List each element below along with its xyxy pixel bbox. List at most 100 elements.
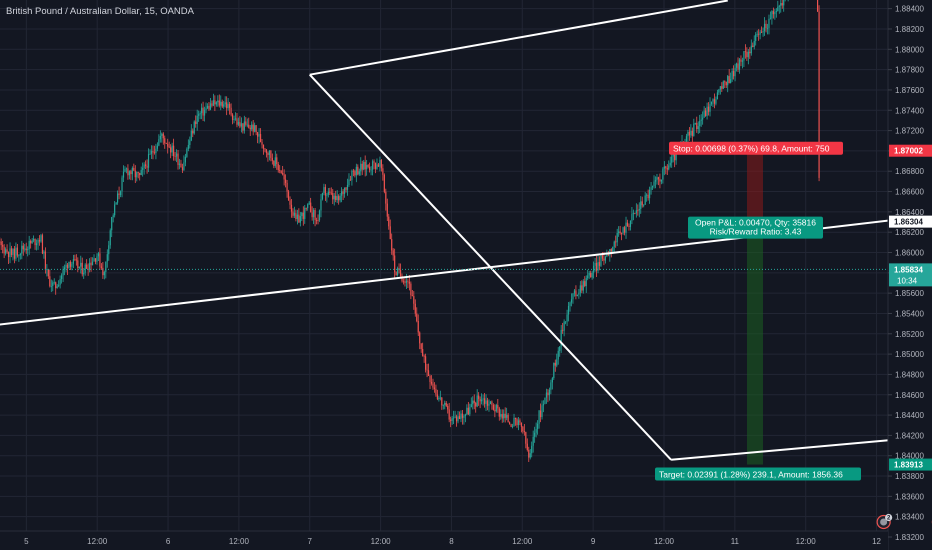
candle-body <box>385 191 387 204</box>
trendline[interactable] <box>0 204 932 330</box>
candle-body <box>159 135 161 140</box>
candle-body <box>618 231 620 233</box>
candle-body <box>112 215 114 217</box>
candle-body <box>818 11 820 178</box>
candle-body <box>379 160 381 167</box>
candle-body <box>16 247 18 256</box>
candle-body <box>441 397 443 406</box>
candle-body <box>416 313 418 322</box>
candle-body <box>41 235 44 254</box>
candle-body <box>582 281 584 291</box>
candle-body <box>183 162 185 171</box>
candle-body <box>567 306 570 315</box>
candle-body <box>423 355 425 357</box>
price-tick-label: 1.85200 <box>895 330 924 339</box>
candle-body <box>383 174 385 192</box>
candle-body <box>55 282 57 289</box>
candle-body <box>139 172 141 176</box>
candle-body <box>394 255 396 273</box>
candle-body <box>559 346 561 351</box>
candle-body <box>436 394 438 400</box>
candle-body <box>317 220 319 221</box>
candle-body <box>283 174 285 180</box>
candle-body <box>610 249 612 252</box>
price-tick-label: 1.83800 <box>895 472 924 481</box>
candle-body <box>455 416 458 422</box>
event-marker[interactable]: 2 <box>876 513 893 530</box>
candle-body <box>106 254 108 262</box>
candle-body <box>445 402 447 406</box>
candle-body <box>149 153 151 155</box>
candle-body <box>486 400 489 406</box>
event-markers[interactable]: 213 <box>876 513 932 530</box>
candle-body <box>433 387 436 389</box>
candle-body <box>685 136 688 142</box>
candle-body <box>218 100 220 106</box>
trendlines[interactable] <box>0 0 932 461</box>
chart-title: British Pound / Australian Dollar, 15, O… <box>6 6 195 17</box>
candle-body <box>147 154 150 168</box>
time-axis-background[interactable] <box>0 531 888 550</box>
candle-body <box>707 106 710 112</box>
candle-body <box>205 108 207 110</box>
target-label[interactable]: Target: 0.02391 (1.28%) 239.1, Amount: 1… <box>655 467 861 481</box>
price-tick-label: 1.84200 <box>895 431 924 440</box>
candle-body <box>734 67 736 77</box>
candle-body <box>254 125 256 132</box>
candle-body <box>246 124 248 126</box>
stop-zone <box>747 150 763 222</box>
open-pnl-label[interactable]: Open P&L: 0.00470, Qty: 35816 Risk/Rewar… <box>688 216 823 239</box>
candle-body <box>544 397 546 405</box>
candle-body <box>140 169 142 176</box>
candle-body <box>435 388 437 395</box>
candle-body <box>96 256 98 262</box>
candle-body <box>458 416 461 419</box>
trendline[interactable] <box>670 427 932 461</box>
candle-body <box>145 164 147 166</box>
candle-body <box>91 261 94 266</box>
candle-body <box>277 164 279 171</box>
candle-body <box>513 417 515 427</box>
candle-body <box>730 79 732 84</box>
candle-body <box>626 222 629 226</box>
time-axis[interactable]: 512:00612:00712:00812:00912:001112:00121… <box>24 537 932 546</box>
trendline[interactable] <box>309 0 728 76</box>
candle-body <box>473 400 475 403</box>
stop-label[interactable]: Stop: 0.00698 (0.37%) 69.8, Amount: 750 <box>669 141 843 155</box>
candle-body <box>100 266 102 268</box>
time-tick-label: 12:00 <box>371 537 392 546</box>
candle-body <box>640 201 642 209</box>
candle-body <box>357 166 359 175</box>
target-price-tag-text: 1.83913 <box>894 461 923 470</box>
candle-body <box>706 106 708 116</box>
candle-body <box>752 45 754 47</box>
candle-body <box>450 419 452 421</box>
candle-body <box>591 272 593 278</box>
candle-body <box>7 252 10 258</box>
candle-body <box>89 262 91 270</box>
candle-body <box>323 187 325 194</box>
candle-body <box>171 145 173 153</box>
candle-body <box>395 272 397 276</box>
trendline[interactable] <box>309 74 672 461</box>
candle-body <box>342 191 344 194</box>
candle-body <box>425 356 427 370</box>
candle-body <box>3 246 5 254</box>
candle-body <box>476 395 478 407</box>
candle-body <box>735 63 738 68</box>
candle-body <box>13 248 16 259</box>
candle-body <box>345 187 347 190</box>
candle-body <box>245 121 247 125</box>
position-labels[interactable]: Stop: 0.00698 (0.37%) 69.8, Amount: 750 … <box>655 141 861 481</box>
candle-body <box>243 121 245 131</box>
entry-price-tag: 1.86304 <box>889 215 932 228</box>
candle-body <box>212 100 214 106</box>
price-tick-label: 1.87200 <box>895 127 924 136</box>
candle-body <box>37 239 39 244</box>
candle-body <box>454 416 456 418</box>
candle-body <box>391 239 393 251</box>
candle-body <box>273 160 275 166</box>
candle-body <box>725 81 727 86</box>
candle-body <box>668 165 670 170</box>
